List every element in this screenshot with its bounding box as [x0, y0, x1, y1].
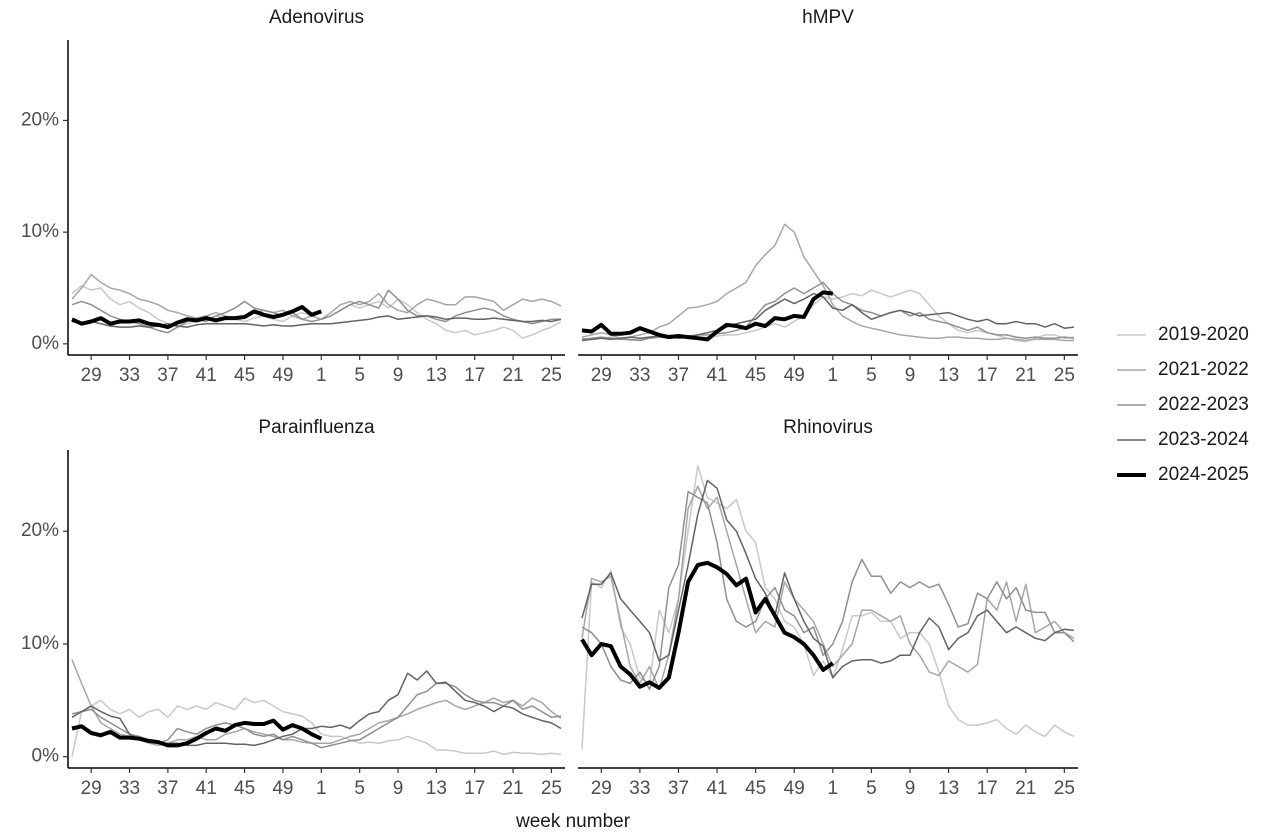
series-line	[71, 697, 562, 757]
x-tick-label: 41	[706, 778, 727, 799]
x-tick-label: 17	[977, 778, 998, 799]
series-line	[581, 465, 1075, 749]
x-tick-label: 37	[668, 365, 689, 386]
series-line	[581, 223, 1074, 342]
x-tick-label: 9	[905, 365, 916, 386]
x-tick-label: 5	[866, 365, 877, 386]
x-tick-label: 49	[272, 778, 293, 799]
x-tick-label: 29	[591, 365, 612, 386]
x-tick-label: 17	[464, 365, 485, 386]
x-tick-label: 33	[119, 778, 140, 799]
x-tick-label: 1	[316, 778, 327, 799]
x-tick-label: 21	[1015, 365, 1036, 386]
series-line	[580, 560, 834, 690]
panel-title: Adenovirus	[269, 7, 364, 28]
series-line	[71, 289, 561, 334]
x-tick-label: 9	[393, 365, 404, 386]
series-line	[581, 485, 1075, 690]
y-tick-label: 20%	[21, 520, 59, 541]
panel-title: hMPV	[802, 7, 854, 28]
legend-label: 2023-2024	[1158, 429, 1249, 450]
x-tick-label: 9	[393, 778, 404, 799]
x-tick-label: 49	[784, 778, 805, 799]
x-tick-label: 33	[629, 778, 650, 799]
panel-title: Parainfluenza	[258, 417, 375, 438]
y-tick-label: 0%	[32, 746, 60, 767]
legend-label: 2019-2020	[1158, 324, 1249, 345]
x-tick-label: 17	[464, 778, 485, 799]
x-tick-label: 17	[977, 365, 998, 386]
x-tick-label: 45	[234, 778, 255, 799]
x-tick-label: 29	[81, 778, 102, 799]
legend-label: 2024-2025	[1158, 464, 1249, 485]
x-tick-label: 1	[828, 365, 839, 386]
x-tick-label: 9	[905, 778, 916, 799]
x-tick-label: 37	[157, 365, 178, 386]
x-tick-label: 49	[784, 365, 805, 386]
x-tick-label: 13	[426, 778, 447, 799]
x-tick-label: 37	[157, 778, 178, 799]
x-tick-label: 1	[828, 778, 839, 799]
series-line	[581, 479, 1075, 679]
y-tick-label: 10%	[21, 633, 59, 654]
x-tick-label: 5	[866, 778, 877, 799]
series-line	[71, 273, 562, 321]
x-tick-label: 41	[196, 365, 217, 386]
x-tick-label: 49	[272, 365, 293, 386]
series-line	[581, 290, 834, 342]
series-line	[581, 490, 1075, 690]
x-tick-label: 37	[668, 778, 689, 799]
x-tick-label: 21	[502, 778, 523, 799]
x-tick-label: 29	[591, 778, 612, 799]
series-line	[71, 305, 322, 330]
x-tick-label: 45	[745, 778, 766, 799]
legend-label: 2022-2023	[1158, 394, 1249, 415]
x-tick-label: 29	[81, 365, 102, 386]
x-tick-label: 1	[316, 365, 327, 386]
x-tick-label: 41	[196, 778, 217, 799]
x-tick-label: 33	[629, 365, 650, 386]
series-line	[71, 718, 323, 748]
x-axis-label: week number	[515, 811, 631, 832]
x-tick-label: 13	[426, 365, 447, 386]
panel-title: Rhinovirus	[783, 417, 873, 438]
x-tick-label: 33	[119, 365, 140, 386]
y-tick-label: 20%	[21, 109, 59, 130]
x-tick-label: 25	[541, 365, 562, 386]
x-tick-label: 25	[1054, 778, 1075, 799]
x-tick-label: 21	[1015, 778, 1036, 799]
x-tick-label: 25	[541, 778, 562, 799]
series-line	[71, 315, 562, 328]
x-tick-label: 5	[354, 365, 365, 386]
x-tick-label: 13	[938, 365, 959, 386]
legend-label: 2021-2022	[1158, 359, 1249, 380]
x-tick-label: 21	[502, 365, 523, 386]
x-tick-label: 5	[354, 778, 365, 799]
x-tick-label: 45	[234, 365, 255, 386]
y-tick-label: 0%	[32, 333, 60, 354]
x-tick-label: 45	[745, 365, 766, 386]
x-tick-label: 41	[706, 365, 727, 386]
y-tick-label: 10%	[21, 221, 59, 242]
x-tick-label: 25	[1054, 365, 1075, 386]
series-line	[71, 670, 562, 747]
x-tick-label: 13	[938, 778, 959, 799]
